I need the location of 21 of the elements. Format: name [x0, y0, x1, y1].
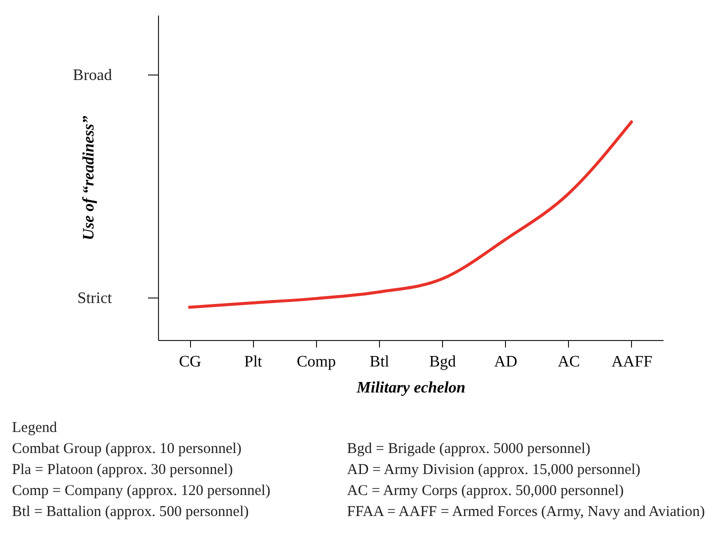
- text: Comp = Company (approx. 120 personnel): [12, 482, 272, 501]
- text: Legend: [12, 419, 58, 438]
- text: Broad: [72, 67, 112, 84]
- x-tick-label: Plt: [244, 354, 263, 370]
- x-tick-label: AD: [494, 354, 518, 370]
- x-tick-label: Comp: [296, 354, 336, 370]
- x-tick-label: Bgd: [429, 354, 456, 370]
- x-tick-label: CG: [178, 354, 202, 370]
- text: AD = Army Division (approx. 15,000 personnel): [347, 461, 642, 480]
- x-tick-label: Btl: [370, 354, 390, 370]
- x-axis-title: Military echelon: [356, 380, 466, 396]
- text: FFAA = AAFF = Armed Forces (Army, Navy and Aviation): [347, 503, 705, 522]
- text: AC = Army Corps (approx. 50,000 personnel): [347, 482, 625, 501]
- x-tick-label: AC: [558, 354, 580, 370]
- text: Combat Group (approx. 10 personnel): [12, 440, 243, 459]
- x-tick-label: AAFF: [611, 354, 652, 370]
- y-axis-title: Use of “readiness”: [80, 116, 98, 240]
- text: Pla = Platoon (approx. 30 personnel): [12, 461, 234, 480]
- text: Btl = Battalion (approx. 500 personnel): [12, 503, 250, 522]
- text: Strict: [77, 290, 113, 307]
- text: Bgd = Brigade (approx. 5000 personnel): [347, 440, 592, 459]
